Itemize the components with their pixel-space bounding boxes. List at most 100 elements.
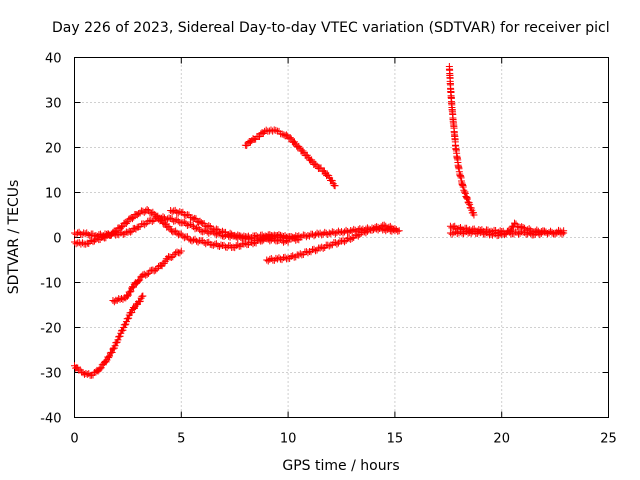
data-point: [110, 298, 118, 306]
data-point: [119, 295, 127, 303]
data-point: [226, 229, 234, 237]
data-point: [345, 228, 353, 236]
x-tick-label: 10: [280, 432, 297, 447]
data-point: [162, 216, 170, 224]
data-point: [128, 284, 136, 292]
data-point: [174, 217, 182, 225]
data-point: [463, 193, 471, 201]
data-point: [312, 160, 320, 168]
data-point: [348, 234, 356, 242]
data-point: [182, 212, 190, 220]
data-point: [174, 231, 182, 239]
data-point: [240, 232, 248, 240]
data-point: [276, 235, 284, 243]
data-point: [272, 126, 280, 134]
data-point: [310, 245, 318, 253]
data-point: [127, 228, 135, 236]
data-point: [282, 131, 290, 139]
data-point: [368, 226, 376, 234]
data-point: [108, 349, 116, 357]
data-point: [135, 277, 143, 285]
y-tick-label: 30: [45, 97, 62, 112]
data-point: [341, 238, 349, 246]
data-point: [173, 229, 181, 237]
data-point: [176, 208, 184, 216]
data-point: [139, 292, 147, 300]
series-track-f: [241, 126, 339, 190]
data-point: [558, 230, 566, 238]
data-point: [125, 314, 133, 322]
data-point: [272, 254, 280, 262]
data-point: [165, 214, 173, 222]
data-point: [113, 296, 121, 304]
data-point: [247, 138, 255, 146]
data-point: [177, 247, 185, 255]
data-point: [121, 230, 129, 238]
data-point: [177, 230, 185, 238]
data-point: [111, 228, 119, 236]
data-point: [461, 189, 469, 197]
data-point: [106, 231, 114, 239]
data-point: [266, 255, 274, 263]
data-point: [283, 237, 291, 245]
data-point: [338, 237, 345, 245]
data-point: [527, 226, 535, 234]
data-point: [448, 224, 456, 232]
data-point: [96, 365, 104, 373]
data-point: [324, 230, 332, 238]
y-axis-label: SDTVAR / TECUs: [6, 180, 22, 295]
data-point: [140, 208, 148, 216]
x-tick-label: 5: [177, 432, 185, 447]
series-track-c: [167, 206, 292, 246]
y-tick-label: -30: [40, 367, 61, 382]
data-point: [281, 237, 289, 245]
data-point: [111, 342, 119, 350]
data-point: [143, 206, 151, 214]
data-point: [473, 230, 481, 238]
data-point: [254, 236, 262, 244]
y-tick-label: 10: [45, 187, 62, 202]
data-point: [461, 188, 469, 196]
data-point: [489, 231, 497, 239]
data-point: [215, 242, 223, 250]
data-point: [385, 223, 393, 231]
data-point: [79, 369, 87, 377]
data-point: [376, 224, 384, 232]
series-track-d: [71, 292, 147, 379]
data-point: [336, 229, 344, 237]
x-tick-label: 25: [600, 432, 617, 447]
data-point: [106, 352, 114, 360]
data-point: [459, 183, 467, 191]
data-point: [302, 233, 310, 241]
axis-ticks: 0 5 10 15 20 25 -40 -30 -20 -10 0 10 20 30 40: [40, 52, 617, 447]
data-point: [289, 252, 297, 260]
data-point: [234, 241, 242, 249]
data-point: [74, 229, 82, 237]
y-tick-label: 0: [53, 232, 61, 247]
data-point: [160, 219, 168, 227]
data-point: [179, 219, 187, 227]
y-tick-label: -40: [40, 412, 61, 427]
data-point: [117, 295, 125, 303]
data-point: [319, 244, 327, 252]
data-point: [121, 321, 129, 329]
data-point: [542, 228, 550, 236]
data-point: [116, 332, 124, 340]
data-point: [260, 236, 268, 244]
data-point: [513, 228, 521, 236]
series-track-e: [109, 247, 185, 306]
data-point: [136, 297, 144, 305]
data-point: [211, 226, 219, 234]
data-point: [205, 222, 213, 230]
data-point: [328, 177, 336, 185]
data-point: [84, 231, 92, 239]
data-point: [391, 225, 399, 232]
data-point: [99, 233, 107, 241]
data-point: [354, 232, 362, 240]
x-tick-label: 15: [387, 432, 404, 447]
data-point: [325, 242, 333, 250]
data-point: [200, 227, 208, 235]
data-point: [71, 238, 78, 246]
x-tick-label: 20: [493, 432, 510, 447]
